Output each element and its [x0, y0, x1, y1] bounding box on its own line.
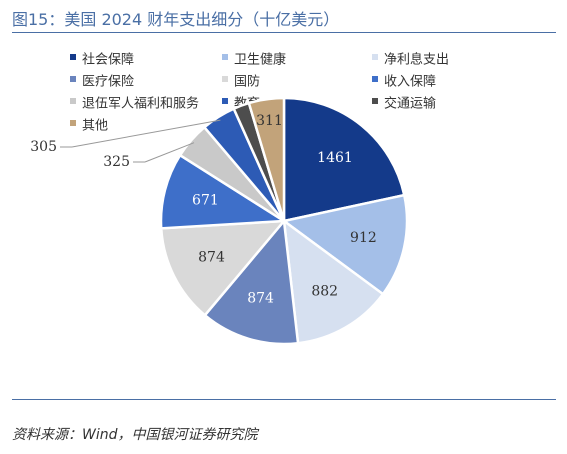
data-label: 671: [192, 193, 219, 209]
data-label: 882: [311, 283, 338, 299]
pie-slice: [282, 218, 385, 345]
legend-swatch: [372, 54, 378, 60]
legend-swatch: [70, 98, 76, 104]
pie-slice: [159, 153, 288, 230]
pie-slice: [203, 217, 300, 346]
legend-swatch: [222, 54, 228, 60]
legend-label: 医疗保险: [82, 75, 134, 90]
legend-label: 退伍军人福利和服务: [82, 96, 199, 112]
legend-swatch: [372, 76, 378, 82]
data-label: 311: [256, 113, 283, 129]
legend-swatch: [70, 120, 76, 126]
leader-line: [71, 119, 221, 148]
legend-label: 社会保障: [82, 52, 134, 68]
legend-swatch: [222, 76, 228, 82]
data-label: 912: [350, 230, 377, 246]
data-label: 305: [30, 139, 57, 155]
pie-slice: [282, 96, 406, 223]
data-label: 874: [198, 250, 225, 266]
legend-label: 国防: [234, 74, 260, 90]
legend-label: 收入保障: [384, 75, 436, 90]
pie-slices: [159, 96, 409, 346]
legend-swatch: [222, 98, 228, 104]
figure-title: 图15：美国 2024 财年支出细分（十亿美元）: [12, 10, 340, 29]
source-note: 资料来源：Wind，中国银河证券研究院: [12, 427, 258, 443]
data-label: 1461: [317, 150, 353, 166]
data-labels: 1461 912 882 874 874 671 325 305 311: [30, 113, 377, 307]
pie-slice: [159, 219, 287, 317]
legend-label: 交通运输: [384, 96, 436, 112]
top-rule: [12, 32, 556, 33]
legend-label: 净利息支出: [384, 52, 449, 68]
data-label: 874: [247, 291, 274, 307]
legend-label: 其他: [82, 119, 108, 134]
data-label: 325: [103, 154, 130, 170]
legend-label: 卫生健康: [234, 52, 286, 68]
legend-swatch: [70, 76, 76, 82]
leader-line: [144, 142, 195, 163]
legend-swatch: [372, 98, 378, 104]
bottom-rule: [12, 399, 556, 400]
legend-swatch: [70, 54, 76, 60]
pie-slice: [281, 193, 409, 296]
pie-slice: [247, 96, 286, 222]
